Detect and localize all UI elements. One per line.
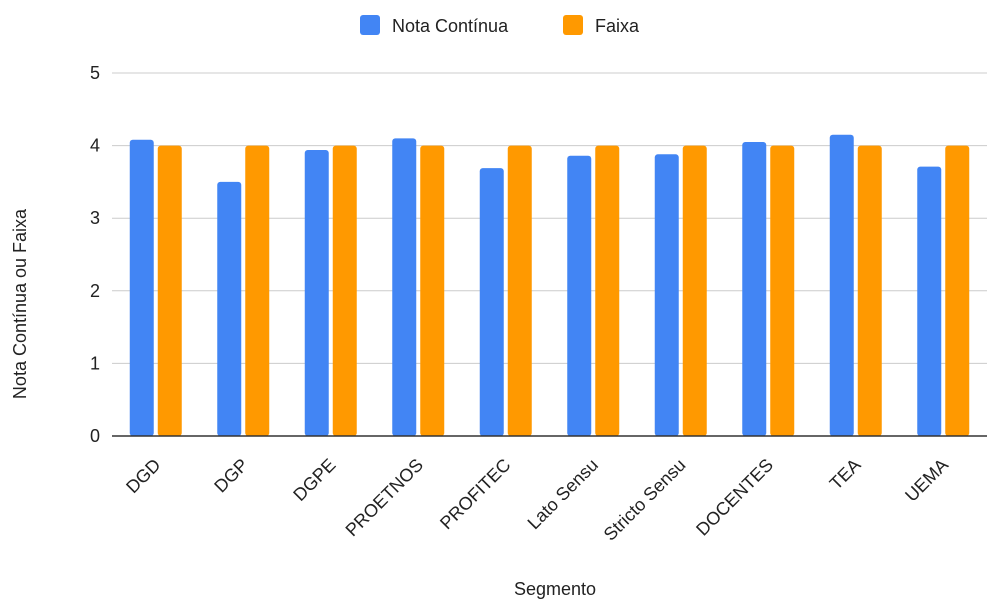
legend-swatch-faixa	[563, 15, 583, 35]
bar-faixa-profitec	[507, 145, 532, 436]
x-tick-label: DGPE	[289, 455, 339, 505]
legend: Nota Contínua Faixa	[360, 15, 640, 36]
bar-faixa-stricto-sensu	[682, 145, 707, 436]
x-tick-label: DGD	[122, 455, 164, 497]
y-tick-label: 5	[90, 63, 100, 83]
gridlines	[112, 72, 987, 364]
legend-label-nota-continua: Nota Contínua	[392, 16, 509, 36]
y-tick-label: 4	[90, 136, 100, 156]
bar-nota-continua-uema	[917, 166, 942, 437]
bar-faixa-proetnos	[420, 145, 445, 436]
y-axis-ticks: 0 1 2 3 4 5	[90, 63, 100, 446]
legend-swatch-nota-continua	[360, 15, 380, 35]
bar-faixa-dgp	[245, 145, 270, 436]
y-axis-label: Nota Contínua ou Faixa	[10, 208, 30, 399]
bar-nota-continua-tea	[829, 134, 854, 436]
x-tick-label: PROFITEC	[436, 455, 514, 533]
bar-nota-continua-dgpe	[304, 149, 329, 436]
y-tick-label: 2	[90, 281, 100, 301]
y-tick-label: 1	[90, 353, 100, 373]
x-tick-label: DGP	[210, 455, 252, 497]
bar-faixa-tea	[857, 145, 882, 436]
x-tick-label: UEMA	[901, 455, 952, 506]
bars	[129, 134, 970, 437]
x-tick-label: Lato Sensu	[524, 455, 603, 534]
bar-nota-continua-lato-sensu	[567, 155, 592, 436]
bar-nota-continua-dgd	[129, 139, 154, 437]
x-tick-label: PROETNOS	[342, 455, 428, 541]
bar-faixa-dgd	[157, 145, 182, 436]
bar-nota-continua-stricto-sensu	[654, 154, 679, 436]
bar-faixa-docentes	[770, 145, 795, 436]
bar-faixa-uema	[945, 145, 970, 436]
bar-faixa-dgpe	[332, 145, 357, 436]
bar-nota-continua-proetnos	[392, 138, 417, 436]
x-axis-ticks: DGD DGP DGPE PROETNOS PROFITEC Lato SensuStri…	[122, 455, 952, 545]
x-tick-label: Stricto Sensu	[600, 455, 690, 545]
bar-faixa-lato-sensu	[595, 145, 620, 436]
x-tick-label: DOCENTES	[692, 455, 777, 540]
bar-nota-continua-docentes	[742, 141, 767, 436]
bar-nota-continua-profitec	[479, 168, 504, 436]
x-tick-label: TEA	[826, 455, 865, 494]
y-tick-label: 3	[90, 208, 100, 228]
bar-nota-continua-dgp	[217, 181, 242, 436]
x-axis-label: Segmento	[514, 579, 596, 599]
legend-label-faixa: Faixa	[595, 16, 640, 36]
y-tick-label: 0	[90, 426, 100, 446]
